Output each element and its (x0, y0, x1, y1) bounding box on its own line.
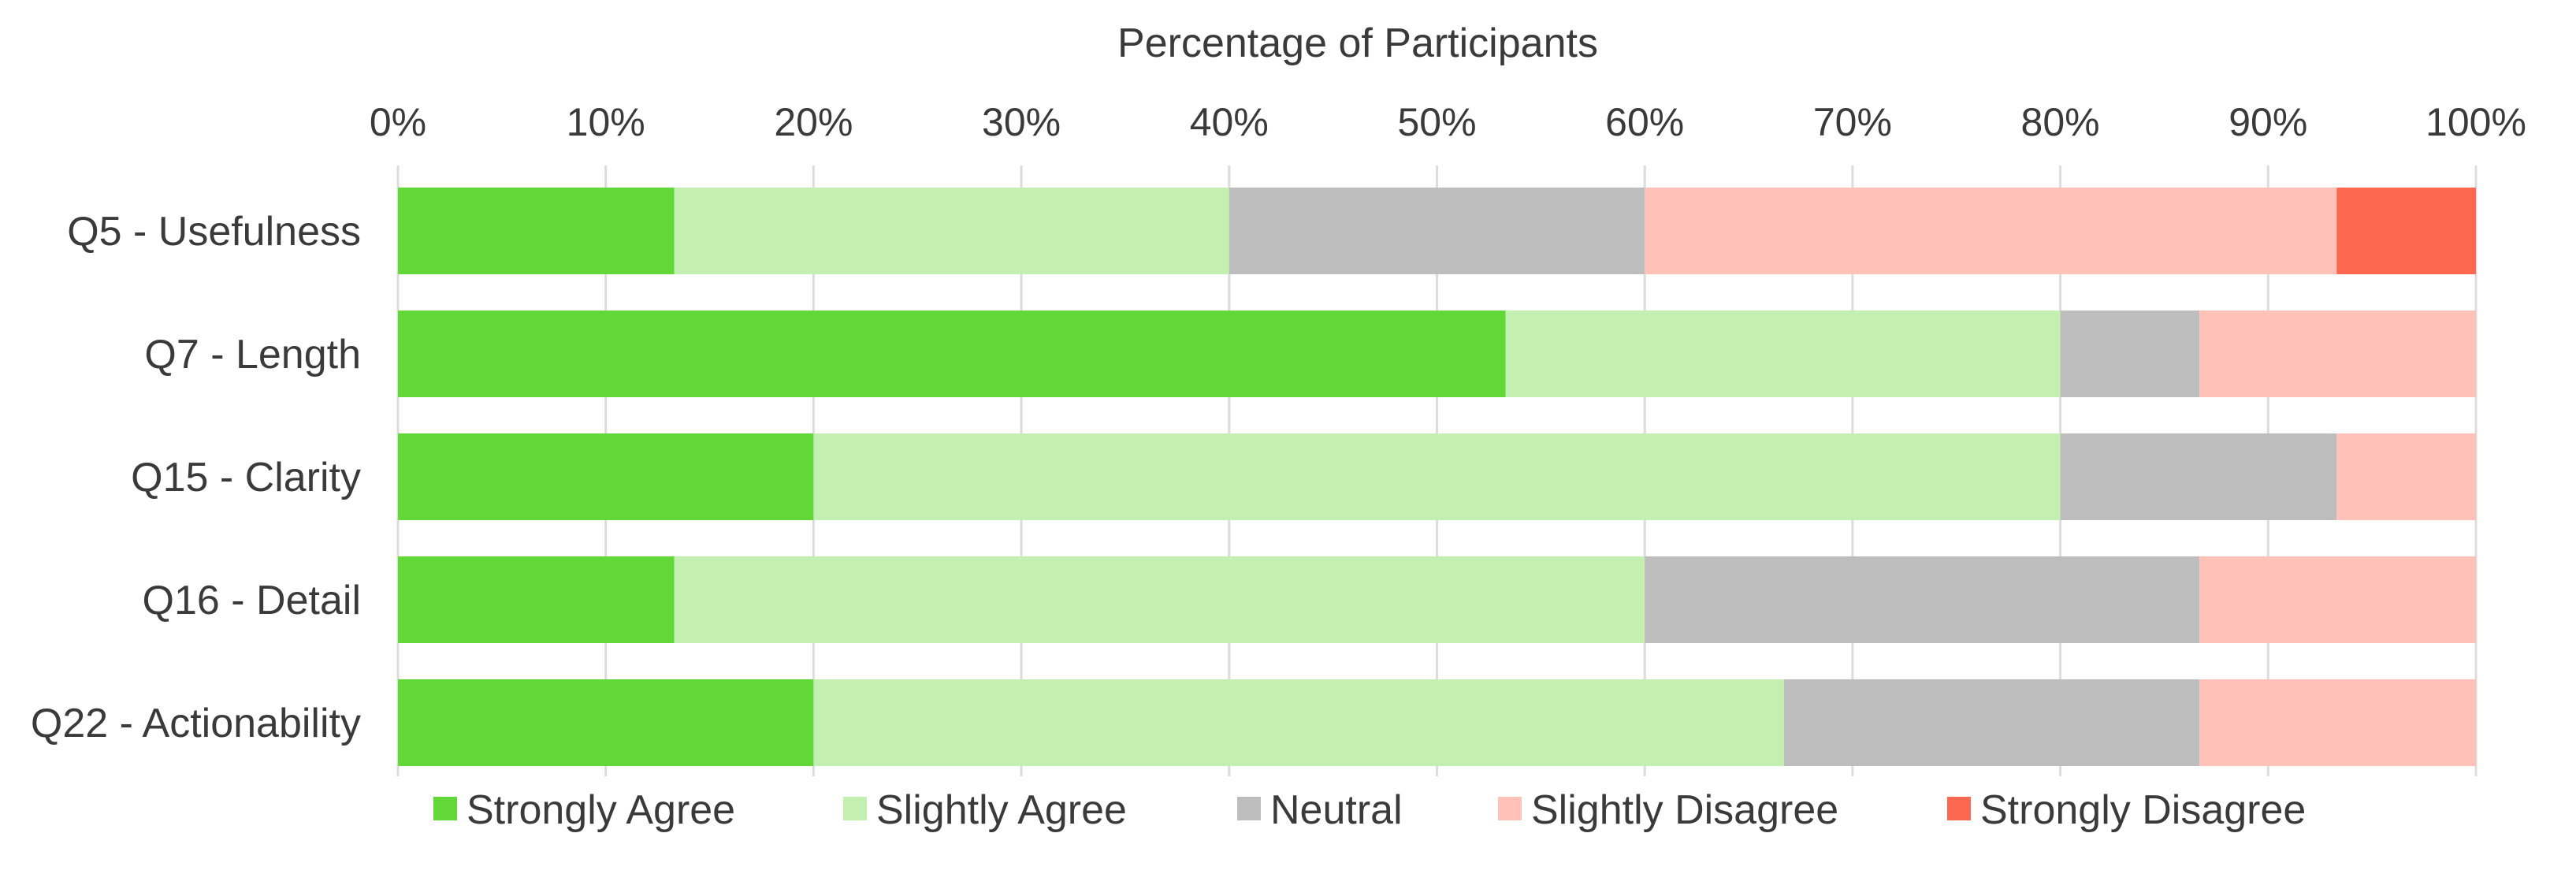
bar-segment (674, 188, 1229, 274)
category-label: Q22 - Actionability (31, 701, 361, 746)
bar-segment (2060, 311, 2200, 397)
legend-swatch (1237, 797, 1261, 820)
category-labels: Q5 - Usefulness Q7 - Length Q15 - Clarity Q… (31, 209, 361, 746)
bar-segment (398, 311, 1506, 397)
legend-item: Slightly Disagree (1498, 787, 1838, 833)
legend-swatch (843, 797, 867, 820)
bar-segment (1645, 188, 2337, 274)
bars (398, 188, 2476, 766)
x-tick-label: 100% (2425, 100, 2526, 144)
legend-swatch (1947, 797, 1971, 820)
legend-label: Slightly Agree (876, 787, 1127, 833)
legend-swatch (433, 797, 457, 820)
legend-swatch (1498, 797, 1522, 820)
bar-segment (2060, 433, 2337, 520)
bar-segment (1229, 188, 1645, 274)
category-label: Q15 - Clarity (131, 455, 361, 500)
bar-row (398, 679, 2476, 766)
bar-segment (2199, 556, 2476, 643)
legend-label: Slightly Disagree (1531, 787, 1838, 833)
bar-segment (1783, 679, 2200, 766)
x-tick-label: 70% (1813, 100, 1892, 144)
legend-item: Slightly Agree (843, 787, 1127, 833)
bar-segment (813, 433, 2061, 520)
bar-segment (1645, 556, 2200, 643)
category-label: Q7 - Length (144, 332, 361, 377)
bar-row (398, 556, 2476, 643)
legend-item: Neutral (1237, 787, 1403, 833)
category-label: Q16 - Detail (143, 578, 361, 623)
bar-segment (398, 188, 675, 274)
x-tick-label: 90% (2228, 100, 2307, 144)
x-tick-label: 50% (1397, 100, 1476, 144)
x-tick-label: 40% (1190, 100, 1269, 144)
x-tick-label: 80% (2021, 100, 2100, 144)
x-axis-title: Percentage of Participants (1117, 20, 1598, 66)
x-tick-label: 10% (567, 100, 645, 144)
bar-segment (398, 679, 814, 766)
legend-label: Neutral (1270, 787, 1403, 833)
bar-row (398, 311, 2476, 397)
bar-segment (2199, 679, 2476, 766)
bar-segment (813, 679, 1784, 766)
x-tick-label: 0% (370, 100, 426, 144)
bar-segment (2336, 433, 2476, 520)
bar-segment (674, 556, 1645, 643)
legend-item: Strongly Disagree (1947, 787, 2306, 833)
x-tick-label: 20% (774, 100, 853, 144)
bar-row (398, 188, 2476, 274)
x-tick-label: 30% (982, 100, 1061, 144)
legend-label: Strongly Agree (467, 787, 735, 833)
x-tick-label: 60% (1605, 100, 1684, 144)
legend: Strongly Agree Slightly Agree Neutral Sligh… (433, 787, 2306, 833)
bar-segment (398, 433, 814, 520)
bar-row (398, 433, 2476, 520)
bar-segment (2336, 188, 2476, 274)
category-label: Q5 - Usefulness (67, 209, 361, 255)
legend-item: Strongly Agree (433, 787, 735, 833)
bar-segment (2199, 311, 2476, 397)
bar-segment (1505, 311, 2061, 397)
x-axis-ticks: 0% 10% 20% 30% 40% 50% 60% 70% 80% 90% 100% (370, 100, 2526, 144)
bar-segment (398, 556, 675, 643)
legend-label: Strongly Disagree (1980, 787, 2306, 833)
